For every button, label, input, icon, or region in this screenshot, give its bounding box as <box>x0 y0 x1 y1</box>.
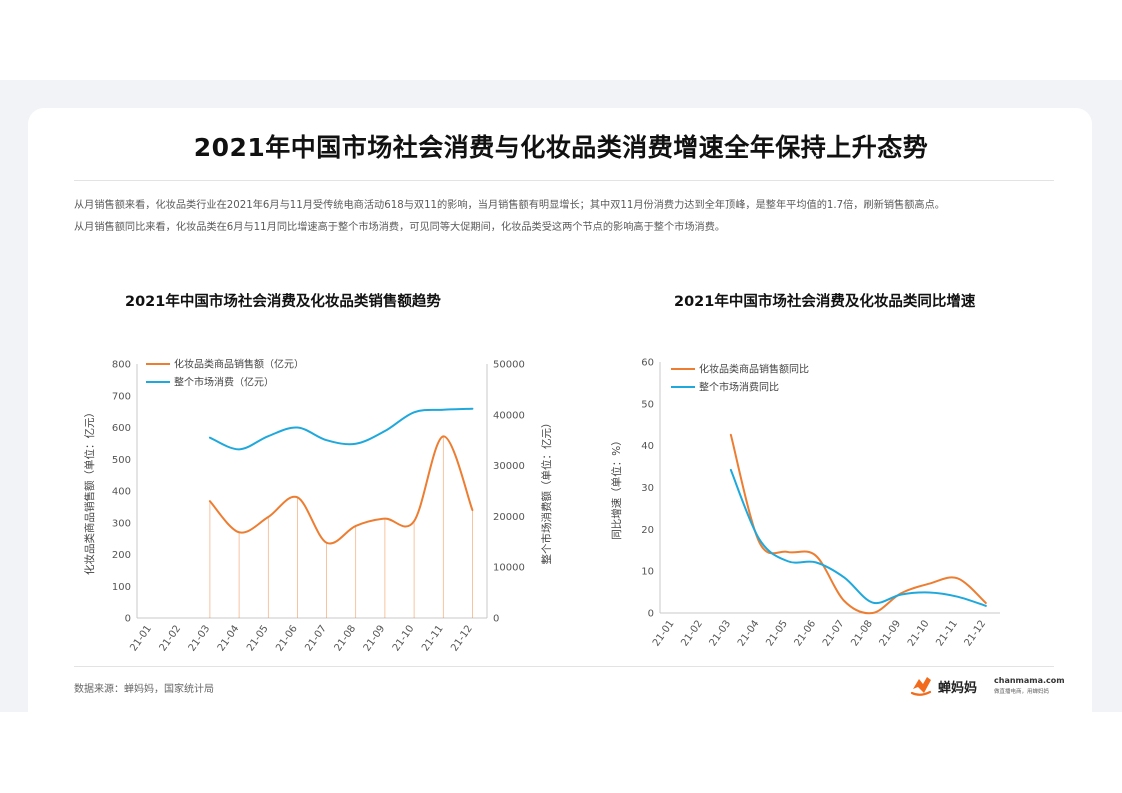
x-tick-label: 21-12 <box>449 623 475 653</box>
y-tick-label: 100 <box>112 582 131 593</box>
x-tick-label: 21-01 <box>128 623 154 653</box>
legend-label: 整个市场消费（亿元） <box>174 376 274 389</box>
y-axis-title: 同比增速（单位：%） <box>610 435 623 539</box>
x-tick-label: 21-09 <box>878 618 904 648</box>
description: 从月销售额来看，化妆品类行业在2021年6月与11月受传统电商活动618与双11… <box>74 195 1064 239</box>
series-line-1 <box>729 468 987 607</box>
x-tick-label: 21-02 <box>679 618 705 648</box>
y-tick-label: 10 <box>641 567 654 578</box>
y-tick-label: 300 <box>112 518 131 529</box>
x-tick-label: 21-05 <box>764 618 790 648</box>
x-tick-label: 21-08 <box>849 618 875 648</box>
y-tick-label: 700 <box>112 391 131 402</box>
x-tick-label: 21-05 <box>245 623 271 653</box>
y2-tick-label: 40000 <box>493 410 525 421</box>
y-tick-label: 60 <box>641 358 654 369</box>
brand-domain: chanmama.com <box>994 676 1065 685</box>
y-tick-label: 800 <box>112 360 131 371</box>
page-title: 2021年中国市场社会消费与化妆品类消费增速全年保持上升态势 <box>193 133 929 162</box>
y-tick-label: 400 <box>112 487 131 498</box>
brand-name: 蝉妈妈 <box>938 681 978 696</box>
y2-tick-label: 50000 <box>493 360 525 371</box>
series-line-0 <box>208 435 474 545</box>
y2-tick-label: 20000 <box>493 512 525 523</box>
y-tick-label: 50 <box>641 399 654 410</box>
x-tick-label: 21-02 <box>158 623 184 653</box>
chart2-title: 2021年中国市场社会消费及化妆品类同比增速 <box>674 294 976 310</box>
x-tick-label: 21-12 <box>963 618 989 648</box>
x-tick-label: 21-08 <box>333 623 359 653</box>
x-tick-label: 21-11 <box>934 618 960 648</box>
y-tick-label: 0 <box>648 609 654 620</box>
y-tick-label: 40 <box>641 441 654 452</box>
x-tick-label: 21-03 <box>708 618 734 648</box>
chanmama-logo-icon <box>910 677 932 696</box>
description-line-1: 从月销售额来看，化妆品类行业在2021年6月与11月受传统电商活动618与双11… <box>74 200 945 211</box>
sales-trend-chart: 0 100 200 300 400 500 600 700 800 0 10000 20000 3000… <box>83 358 553 654</box>
y-tick-label: 30 <box>641 483 654 494</box>
title-divider <box>74 180 1054 181</box>
x-tick-label: 21-03 <box>187 623 213 653</box>
x-tick-label: 21-04 <box>736 618 762 648</box>
y-tick-label: 0 <box>125 614 131 625</box>
x-tick-label: 21-07 <box>821 618 847 648</box>
x-tick-label: 21-06 <box>793 618 819 648</box>
y-tick-label: 600 <box>112 423 131 434</box>
content-card <box>28 108 1092 712</box>
legend-label: 整个市场消费同比 <box>699 381 779 394</box>
y-tick-label: 500 <box>112 455 131 466</box>
y2-tick-label: 0 <box>493 614 499 625</box>
legend-label: 化妆品类商品销售额（亿元） <box>174 358 304 371</box>
x-tick-label: 21-10 <box>906 618 932 648</box>
y2-tick-label: 30000 <box>493 461 525 472</box>
legend-label: 化妆品类商品销售额同比 <box>699 363 809 376</box>
data-source: 数据来源：蝉妈妈，国家统计局 <box>74 684 214 695</box>
x-tick-label: 21-07 <box>303 623 329 653</box>
x-tick-label: 21-06 <box>274 623 300 653</box>
series-line-0 <box>729 433 987 615</box>
x-tick-label: 21-01 <box>651 618 677 648</box>
y2-axis-title: 整个市场消费额（单位：亿元） <box>540 418 553 565</box>
y2-tick-label: 10000 <box>493 563 525 574</box>
series-line-1 <box>208 407 474 451</box>
footer-divider <box>74 666 1054 667</box>
chart1-title: 2021年中国市场社会消费及化妆品类销售额趋势 <box>125 294 441 310</box>
brand-slogan: 做直播电商，用蝉妈妈 <box>994 689 1050 695</box>
x-tick-label: 21-09 <box>362 623 388 653</box>
description-line-2: 从月销售额同比来看，化妆品类在6月与11月同比增速高于整个市场消费，可见同等大促… <box>74 222 726 233</box>
x-tick-label: 21-11 <box>420 623 446 653</box>
y-axis-title: 化妆品类商品销售额（单位：亿元） <box>83 407 96 575</box>
y-tick-label: 20 <box>641 525 654 536</box>
x-tick-label: 21-10 <box>391 623 417 653</box>
x-tick-label: 21-04 <box>216 623 242 653</box>
y-tick-label: 200 <box>112 550 131 561</box>
